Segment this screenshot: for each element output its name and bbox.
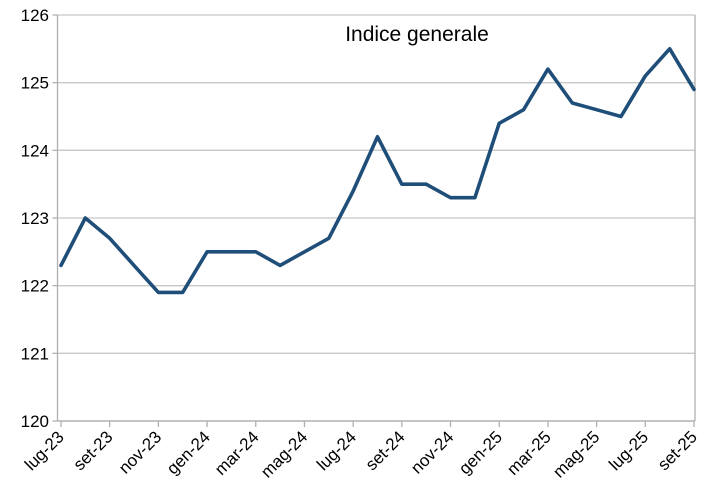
chart-title: Indice generale xyxy=(345,23,489,46)
x-tick-label: lug-23 xyxy=(21,427,68,474)
x-tick-label: gen-25 xyxy=(455,427,506,478)
x-tick-label: mag-24 xyxy=(257,427,311,481)
axes xyxy=(52,14,696,427)
y-tick-label: 125 xyxy=(21,74,49,93)
x-tick-label: set-23 xyxy=(70,427,117,474)
y-tick-label: 122 xyxy=(21,277,49,296)
gridlines xyxy=(57,14,695,354)
x-tick-label: nov-23 xyxy=(115,427,165,477)
x-tick-label: mag-25 xyxy=(549,427,603,481)
y-tick-label: 124 xyxy=(21,141,49,160)
x-tick-label: mar-24 xyxy=(211,427,263,479)
x-tick-label: set-24 xyxy=(362,427,409,474)
x-tick-label: lug-24 xyxy=(313,427,360,474)
data-series-line xyxy=(59,46,696,295)
x-tick-label: nov-24 xyxy=(407,427,457,477)
x-tick-label: mar-25 xyxy=(503,427,555,479)
y-tick-label: 126 xyxy=(21,6,49,25)
y-tick-label: 120 xyxy=(21,412,49,431)
y-axis-labels: 120 121 122 123 124 125 126 xyxy=(21,6,49,431)
x-tick-label: set-25 xyxy=(654,427,701,474)
y-tick-label: 121 xyxy=(21,344,49,363)
y-tick-label: 123 xyxy=(21,209,49,228)
x-tick-label: gen-24 xyxy=(163,427,214,478)
x-tick-label: lug-25 xyxy=(605,427,652,474)
